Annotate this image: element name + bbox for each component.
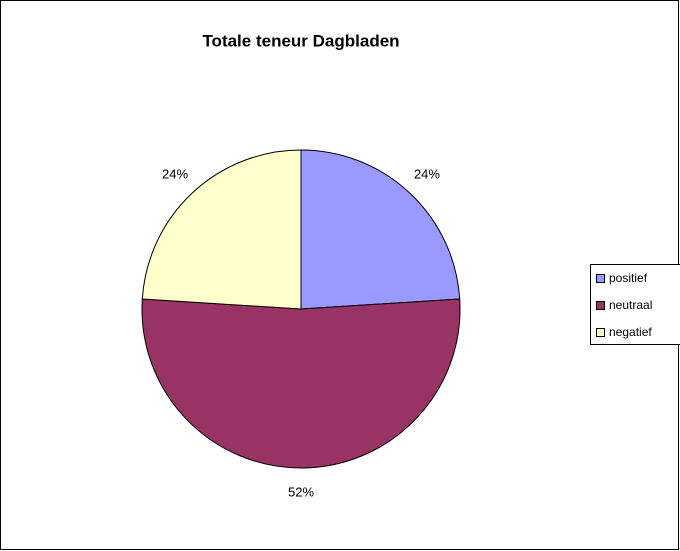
legend-label: negatief bbox=[609, 325, 652, 339]
pie-slice bbox=[141, 298, 461, 469]
legend-label: neutraal bbox=[609, 298, 652, 312]
legend-box bbox=[590, 264, 680, 345]
data-label: 24% bbox=[162, 166, 188, 181]
chart-title: Totale teneur Dagbladen bbox=[202, 31, 399, 50]
legend-label: positief bbox=[609, 271, 648, 285]
legend-swatch bbox=[596, 301, 605, 310]
legend-swatch bbox=[596, 328, 605, 337]
pie-slice bbox=[141, 149, 302, 310]
legend-swatch bbox=[596, 274, 605, 283]
data-label: 52% bbox=[288, 484, 314, 499]
pie-slice bbox=[300, 149, 461, 310]
data-label: 24% bbox=[414, 166, 440, 181]
